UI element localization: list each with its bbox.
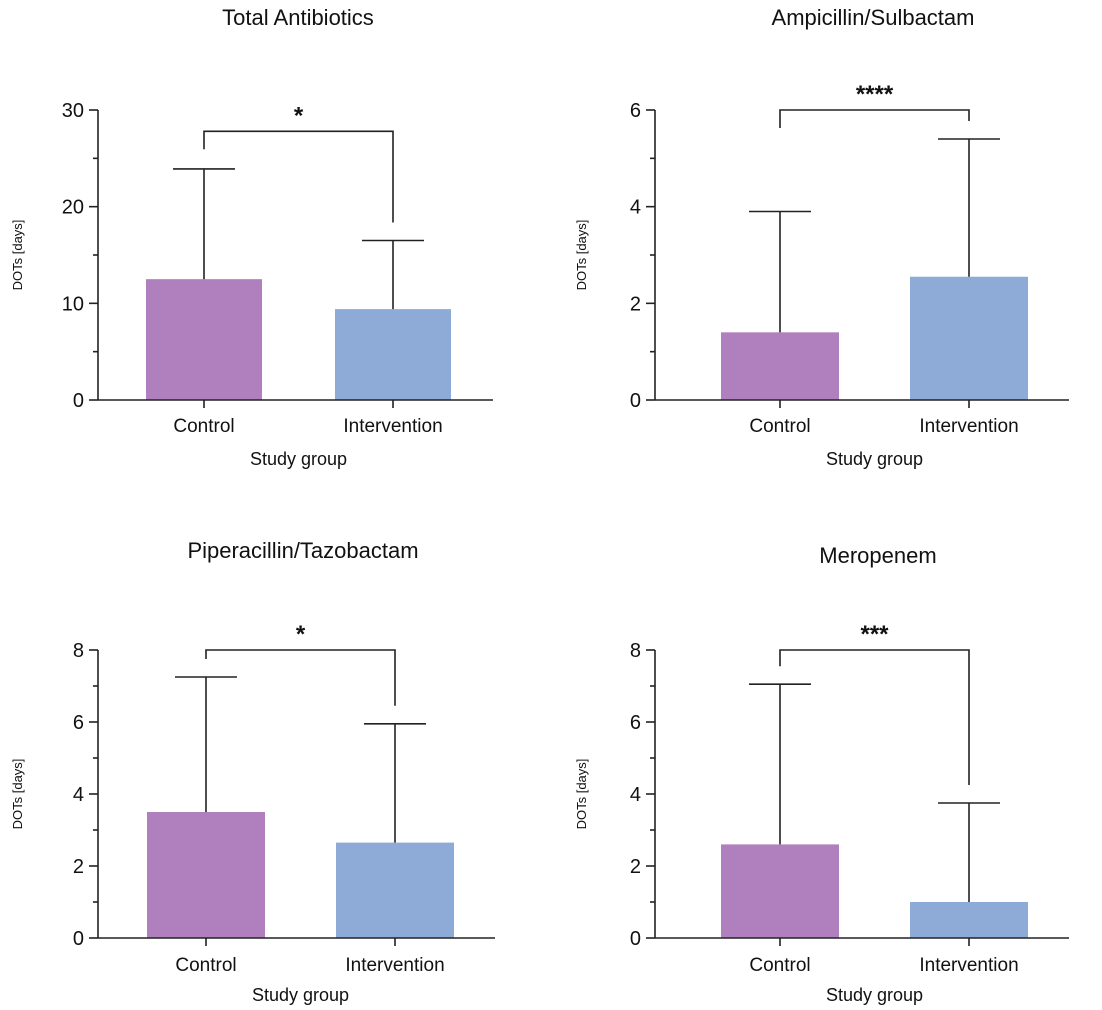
x-tick-label-control: Control [173, 416, 234, 437]
y-tick-label: 8 [630, 640, 641, 662]
y-tick-label: 8 [73, 640, 84, 662]
x-tick-label-intervention: Intervention [919, 416, 1018, 437]
y-tick-label: 4 [630, 784, 641, 806]
y-axis-label: DOTs [days] [574, 759, 589, 830]
significance-label: *** [860, 621, 889, 648]
y-tick-label: 30 [62, 100, 84, 122]
chart-panel-2: Ampicillin/Sulbactam 0 2 4 6 Control Intervent… [574, 5, 1069, 469]
significance-label: **** [856, 81, 894, 108]
y-tick-label: 2 [630, 293, 641, 315]
bar-intervention [910, 902, 1028, 938]
y-tick-label: 4 [630, 197, 641, 219]
y-tick-label: 4 [73, 784, 84, 806]
x-axis-label: Study group [826, 449, 923, 469]
significance-bracket [779, 649, 970, 785]
chart-title: Ampicillin/Sulbactam [772, 5, 975, 30]
bar-control [146, 279, 262, 400]
y-tick-label: 6 [630, 100, 641, 122]
bar-control [147, 812, 265, 938]
y-tick-label: 10 [62, 293, 84, 315]
significance-label: * [296, 621, 306, 648]
x-tick-label-control: Control [749, 416, 810, 437]
chart-title: Total Antibiotics [222, 5, 374, 30]
y-tick-label: 2 [630, 856, 641, 878]
y-tick-label: 0 [630, 390, 641, 412]
x-axis-label: Study group [826, 985, 923, 1005]
y-tick-label: 6 [73, 712, 84, 734]
x-tick-label-control: Control [175, 955, 236, 976]
y-tick-label: 20 [62, 197, 84, 219]
bar-control [721, 844, 839, 938]
bar-control [721, 332, 839, 400]
y-axis-label: DOTs [days] [574, 220, 589, 291]
x-axis-label: Study group [252, 985, 349, 1005]
bar-intervention [910, 276, 1028, 400]
x-tick-label-intervention: Intervention [343, 416, 442, 437]
chart-panel-1: Total Antibiotics 0 10 20 30 Control Intervent… [10, 5, 493, 469]
x-tick-label-control: Control [749, 955, 810, 976]
x-axis-label: Study group [250, 449, 347, 469]
y-tick-label: 0 [73, 928, 84, 950]
bar-intervention [335, 309, 451, 400]
y-tick-label: 2 [73, 856, 84, 878]
significance-bracket [779, 109, 970, 128]
y-axis-label: DOTs [days] [10, 220, 25, 291]
chart-panel-3: Piperacillin/Tazobactam 0 2 4 6 8 Control Inter… [10, 538, 495, 1005]
x-tick-label-intervention: Intervention [919, 955, 1018, 976]
x-tick-label-intervention: Intervention [345, 955, 444, 976]
chart-panel-4: Meropenem 0 2 4 6 8 Control Intervention Study g… [574, 543, 1069, 1005]
chart-title: Piperacillin/Tazobactam [187, 538, 418, 563]
significance-bracket [205, 649, 396, 706]
y-tick-label: 0 [73, 390, 84, 412]
y-tick-label: 0 [630, 928, 641, 950]
bar-intervention [336, 842, 454, 938]
y-tick-label: 6 [630, 712, 641, 734]
chart-title: Meropenem [819, 543, 936, 568]
y-axis-label: DOTs [days] [10, 759, 25, 830]
significance-bracket [203, 130, 394, 223]
significance-label: * [294, 102, 304, 129]
